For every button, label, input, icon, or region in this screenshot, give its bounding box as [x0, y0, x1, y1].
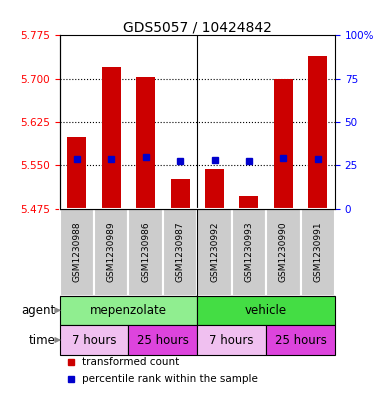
Bar	[197, 325, 266, 355]
Text: vehicle: vehicle	[245, 304, 287, 317]
Title: GDS5057 / 10424842: GDS5057 / 10424842	[123, 20, 272, 34]
Text: GSM1230986: GSM1230986	[141, 222, 150, 283]
Text: GSM1230993: GSM1230993	[244, 222, 253, 283]
Text: GSM1230990: GSM1230990	[279, 222, 288, 283]
Bar	[266, 325, 335, 355]
Text: GSM1230992: GSM1230992	[210, 222, 219, 283]
Bar	[171, 179, 189, 209]
Bar	[67, 136, 86, 209]
Text: 7 hours: 7 hours	[209, 334, 254, 347]
Text: GSM1230988: GSM1230988	[72, 222, 81, 283]
Bar	[274, 79, 293, 209]
Text: percentile rank within the sample: percentile rank within the sample	[82, 375, 258, 384]
Text: GSM1230987: GSM1230987	[176, 222, 185, 283]
Bar	[163, 209, 197, 296]
Text: 25 hours: 25 hours	[137, 334, 189, 347]
Text: mepenzolate: mepenzolate	[90, 304, 167, 317]
Text: transformed count: transformed count	[82, 357, 179, 367]
Bar	[60, 209, 94, 296]
Bar	[266, 209, 301, 296]
Bar	[301, 209, 335, 296]
Bar	[232, 209, 266, 296]
Text: 25 hours: 25 hours	[275, 334, 326, 347]
Bar	[197, 296, 335, 325]
Text: GSM1230991: GSM1230991	[313, 222, 322, 283]
Bar	[205, 169, 224, 209]
Bar	[102, 67, 121, 209]
Text: GSM1230989: GSM1230989	[107, 222, 116, 283]
Bar	[136, 77, 155, 209]
Bar	[60, 296, 197, 325]
Bar	[129, 209, 163, 296]
Bar	[239, 195, 258, 209]
Bar	[94, 209, 129, 296]
Text: agent: agent	[21, 304, 55, 317]
Bar	[308, 55, 327, 209]
Bar	[129, 325, 197, 355]
Text: time: time	[28, 334, 55, 347]
Bar	[197, 209, 232, 296]
Text: 7 hours: 7 hours	[72, 334, 116, 347]
Bar	[60, 325, 129, 355]
